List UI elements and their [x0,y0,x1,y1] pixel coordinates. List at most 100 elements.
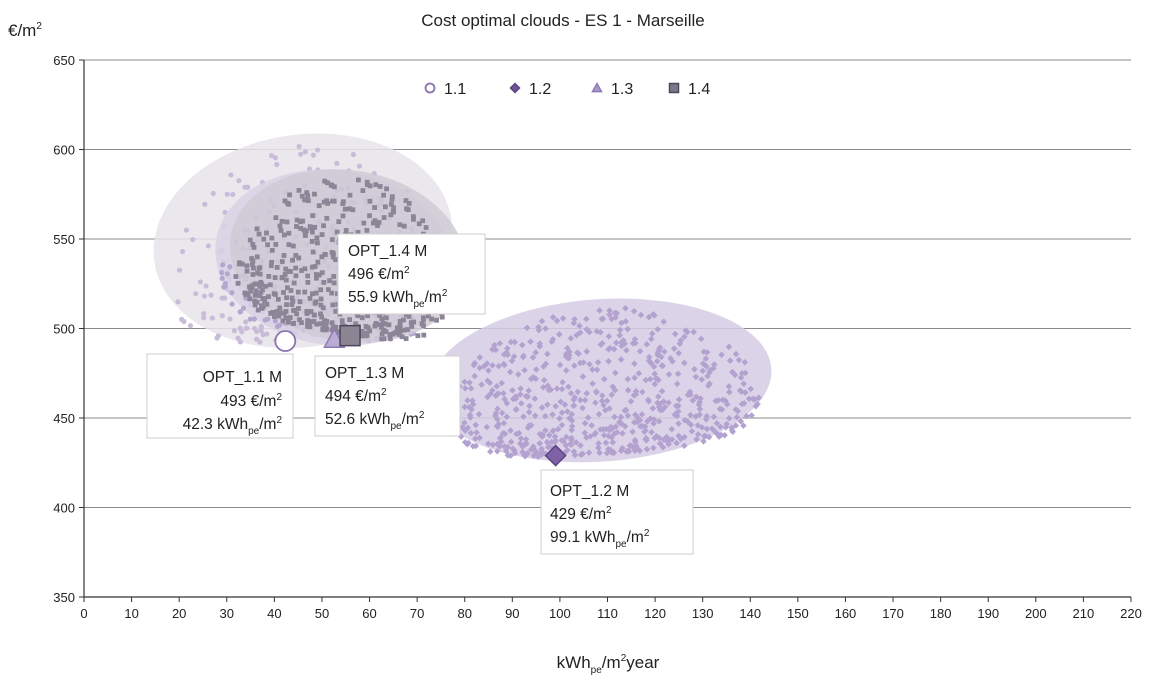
cloud-point [405,327,410,332]
cloud-point [503,413,511,421]
cloud-point [388,212,394,218]
cloud-point [372,205,378,210]
cloud-point [636,348,644,355]
cloud-point [266,274,272,279]
cloud-point [256,231,262,237]
cloud-point [290,321,296,326]
cloud-point [466,411,474,419]
cloud-point [389,201,394,207]
cloud-point [703,412,711,420]
cloud-point [566,415,573,422]
x-tick-label-50: 50 [315,606,329,621]
annotation-title: OPT_1.3 M [325,365,404,382]
cloud-point [331,274,337,279]
cloud-point [372,323,378,329]
annotation-title: OPT_1.2 M [550,483,629,500]
cloud-point [606,405,613,412]
cloud-point [310,249,316,255]
cloud-point [201,315,207,321]
cloud-point [608,449,615,456]
cloud-point [461,378,468,386]
cloud-point [305,279,311,285]
cloud-point [386,322,392,328]
cloud-point [715,397,722,404]
cloud-point [312,191,317,197]
legend-marker-1.3 [591,81,603,93]
cloud-point [419,321,425,327]
cloud-point [747,385,754,393]
cloud-point [624,375,632,383]
cloud-point [328,182,334,188]
cloud-point [637,423,644,430]
cloud-point [581,419,589,427]
cloud-point [257,271,263,277]
cloud-point [466,379,473,386]
cloud-point [520,352,527,360]
cloud-point [253,336,260,342]
cloud-point [229,301,235,307]
cloud-point [390,331,396,337]
cloud-point [403,336,409,341]
cloud-point [283,315,289,321]
cloud-point [314,321,320,327]
cloud-point [281,253,287,258]
cloud-point [176,267,183,273]
cloud-point [596,307,603,314]
cloud-point [205,243,211,249]
cloud-point [476,364,483,372]
cloud-point [583,315,590,323]
cloud-point [293,253,299,258]
optimum-marker-1.4 [339,324,361,347]
cloud-point [397,318,403,324]
cloud-point [318,287,324,293]
cloud-point [384,315,389,321]
cloud-point [311,319,317,324]
annotation-cost-base: 496 €/m [348,266,404,283]
cloud-point [500,390,507,397]
cloud-point [721,432,728,439]
cloud-point [365,182,370,188]
cloud-point [732,350,740,358]
cloud-point [631,360,638,367]
cloud-point [258,325,264,331]
cloud-point [285,200,290,206]
cloud-point [550,427,557,434]
annotation-energy-base: 42.3 kWh [183,416,248,433]
cloud-point [274,323,281,330]
cloud-point [543,438,551,446]
cloud-point [244,268,250,274]
legend-marker-1.2 [509,82,521,94]
cloud-point [248,288,254,294]
cloud-point [322,252,328,257]
cloud-point [699,367,707,375]
cloud-point [703,425,711,433]
cloud-point [489,441,497,449]
cloud-point [423,225,429,230]
cloud-point [698,335,705,343]
cloud-point [588,422,595,429]
cloud-point [350,151,357,158]
cloud-point [600,432,608,439]
cloud-point [489,362,496,369]
cloud-point [272,318,278,324]
cloud-point [331,184,337,190]
cloud-point [500,419,508,427]
cloud-point [284,219,290,225]
annotation-box [337,233,486,315]
annotation-energy-tail: /m [259,416,276,433]
cloud-point [421,332,427,338]
cloud-point [484,377,491,385]
cloud-point [631,374,638,382]
cloud-point [624,412,632,419]
cloud-point [531,447,539,454]
cloud-point [577,396,584,404]
legend-label-1.1: 1.1 [444,81,466,98]
y-tick-label-600: 600 [53,143,75,158]
cloud-point [305,198,311,204]
cloud-point [646,375,654,383]
cloud-point [272,275,278,280]
cloud-point [616,418,623,426]
cloud-point [309,229,315,235]
annotation-energy: 42.3 kWhpe/m2 [183,415,283,437]
cloud-point [564,446,571,454]
